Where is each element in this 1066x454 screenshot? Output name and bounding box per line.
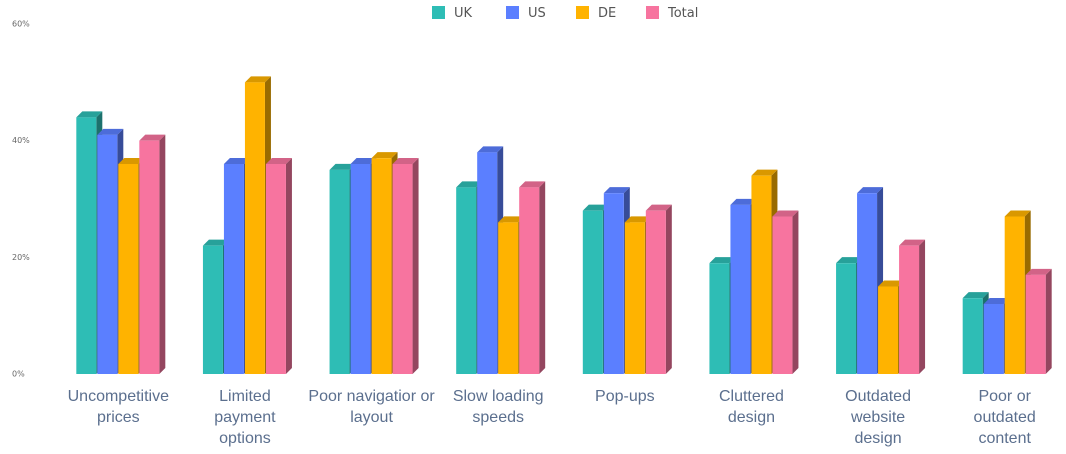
bar <box>751 175 772 374</box>
bar <box>392 164 413 374</box>
bar <box>1025 274 1046 374</box>
bar-top <box>645 204 672 211</box>
bar-top <box>1004 210 1031 217</box>
bar-side <box>1045 268 1052 374</box>
bar-top <box>265 158 292 164</box>
bar-top <box>1025 268 1052 275</box>
bar-top <box>118 158 145 164</box>
x-tick-label: Outdated website design <box>845 388 911 447</box>
bar-side <box>159 134 166 374</box>
bar <box>202 245 223 374</box>
bar-side <box>285 158 292 374</box>
bar-top <box>477 146 504 153</box>
x-tick-label: Slow loading speeds <box>452 388 544 426</box>
bar-top <box>519 181 546 188</box>
bar-top <box>202 239 229 246</box>
legend-swatch <box>506 6 519 19</box>
y-tick-label: 40% <box>12 136 30 145</box>
bar <box>709 263 730 374</box>
bar-top <box>76 111 103 118</box>
bar <box>899 245 920 374</box>
bar <box>730 204 751 374</box>
bar <box>878 286 899 374</box>
bar <box>477 152 498 374</box>
bar <box>582 210 603 374</box>
bar <box>244 82 265 374</box>
legend-label: Total <box>667 6 698 21</box>
x-tick-label: Pop-ups <box>595 388 655 405</box>
legend-label: UK <box>454 6 473 21</box>
x-tick-label: Uncompetitive prices <box>67 388 169 426</box>
x-tick-label: Poor navigatior or layout <box>308 388 435 426</box>
legend-swatch <box>646 6 659 19</box>
bar <box>265 164 286 374</box>
bar-top <box>139 134 166 141</box>
bar <box>962 298 983 374</box>
bar-top <box>392 158 419 164</box>
bar-side <box>665 204 672 374</box>
bar <box>139 140 160 374</box>
bar-top <box>878 280 905 287</box>
bar <box>624 222 645 374</box>
bar <box>603 193 624 374</box>
bar-top <box>603 187 630 194</box>
x-tick-label: Poor or outdated content <box>973 388 1036 447</box>
bar-top <box>223 158 250 164</box>
x-tick-label: Cluttered design <box>718 388 784 426</box>
bar <box>456 187 477 374</box>
bar-top <box>582 204 609 211</box>
bar <box>772 216 793 374</box>
bar-top <box>97 128 124 135</box>
bar <box>983 304 1004 374</box>
bar <box>350 164 371 374</box>
bar <box>836 263 857 374</box>
bar <box>223 164 244 374</box>
bar-side <box>792 210 799 374</box>
bar-top <box>772 210 799 217</box>
bar-top <box>836 257 863 264</box>
bar-top <box>329 163 356 170</box>
bar-top <box>857 187 884 194</box>
bar-top <box>709 257 736 264</box>
bar-top <box>899 239 926 246</box>
bar-top <box>456 181 483 188</box>
bar <box>371 158 392 374</box>
bar-top <box>962 292 989 299</box>
bar-side <box>919 239 926 374</box>
bar <box>857 193 878 374</box>
legend-label: DE <box>598 6 616 21</box>
bar <box>97 134 118 374</box>
legend-swatch <box>576 6 589 19</box>
bar-top <box>350 158 377 164</box>
bar <box>1004 216 1025 374</box>
bar <box>498 222 519 374</box>
y-tick-label: 20% <box>12 253 30 262</box>
bar-top <box>498 216 525 223</box>
bar <box>76 117 97 374</box>
bar <box>329 169 350 374</box>
legend-label: US <box>528 6 546 21</box>
bar-top <box>730 198 757 205</box>
bar-top <box>244 76 271 83</box>
y-tick-label: 60% <box>12 20 30 29</box>
bar-top <box>371 152 398 159</box>
y-tick-label: 0% <box>12 370 25 379</box>
bar-side <box>539 181 546 374</box>
bar-top <box>983 298 1010 304</box>
bar <box>519 187 540 374</box>
bar <box>645 210 666 374</box>
x-tick-label: Limited payment options <box>214 388 276 447</box>
legend-swatch <box>432 6 445 19</box>
bar-top <box>624 216 651 223</box>
bar-top <box>751 169 778 176</box>
bar-side <box>412 158 419 374</box>
bar <box>118 164 139 374</box>
